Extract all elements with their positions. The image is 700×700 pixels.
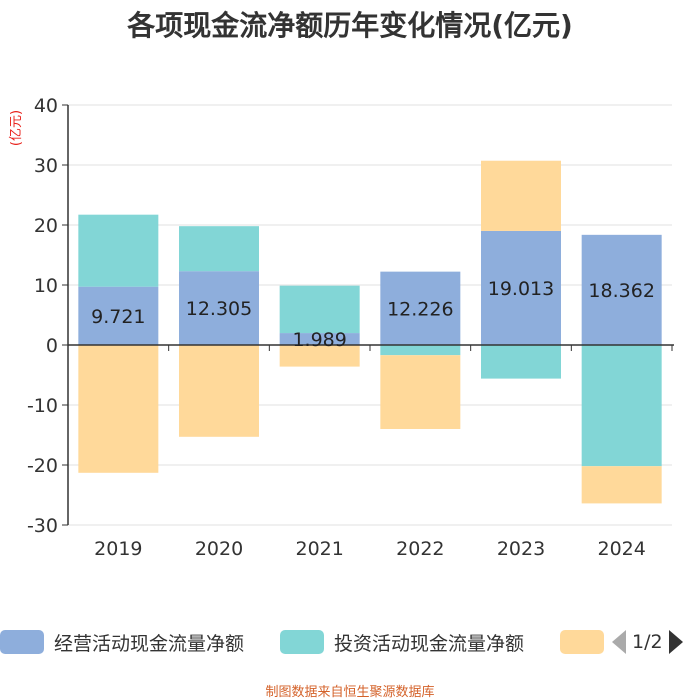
legend-item-investing[interactable]: 投资活动现金流量净额 [280,626,524,658]
bar-2023-series-2[interactable] [481,160,561,231]
pager-prev-icon[interactable] [612,630,626,654]
bar-2019-series-1[interactable] [78,214,159,287]
data-label-2020: 12.305 [186,298,252,320]
bar-2024-series-0[interactable] [581,234,662,345]
data-label-2023: 19.013 [488,278,554,300]
legend-swatch-investing [280,630,324,654]
legend-item-operating[interactable]: 经营活动现金流量净额 [0,626,244,658]
legend-label-investing: 投资活动现金流量净额 [334,632,525,655]
chart-title: 各项现金流净额历年变化情况(亿元) [127,9,573,42]
legend-label-operating: 经营活动现金流量净额 [54,632,245,655]
legend-item-financing[interactable] [560,626,614,658]
x-tick-label-2020: 2020 [195,538,243,560]
y-tick-label: 40 [34,95,58,117]
y-tick-label: -10 [27,395,58,417]
legend: 经营活动现金流量净额 投资活动现金流量净额 1/2 [0,626,700,658]
bar-2020-series-2[interactable] [179,345,259,437]
chart-area: (亿元) -30 -20 -10 0 10 20 30 40 2019 2020 2021 2022 2… [9,95,674,560]
pager-text: 1/2 [632,631,663,653]
bar-2024-series-2[interactable] [581,466,662,504]
y-tick-label: -20 [27,455,58,477]
x-tick-label-2021: 2021 [295,538,343,560]
pager-next-icon[interactable] [668,630,683,654]
bar-2019-series-0[interactable] [78,286,159,345]
bar-2020-series-1[interactable] [179,226,259,272]
y-tick-label: 10 [34,275,58,297]
bar-2022-series-1[interactable] [380,345,461,356]
bar-2021-series-1[interactable] [279,285,360,334]
y-tick-label: 20 [34,215,58,237]
x-tick-label-2024: 2024 [597,538,645,560]
legend-pager: 1/2 [612,626,683,658]
y-tick-label: 30 [34,155,58,177]
bar-2022-series-0[interactable] [380,271,461,345]
bar-2023-series-1[interactable] [481,345,561,379]
bar-2023-series-0[interactable] [481,230,561,345]
bar-2021-series-2[interactable] [279,345,360,367]
data-label-2019: 9.721 [91,306,145,328]
bar-2022-series-2[interactable] [380,355,461,429]
x-tick-label-2023: 2023 [497,538,545,560]
bar-2019-series-2[interactable] [78,345,159,473]
source-note: 制图数据来自恒生聚源数据库 [265,685,435,700]
y-tick-label: -30 [27,515,58,537]
bar-2021-series-0[interactable] [279,333,360,345]
bar-2020-series-0[interactable] [179,271,259,345]
legend-swatch-financing [560,630,604,654]
data-label-2022: 12.226 [387,298,453,320]
data-label-2024: 18.362 [588,280,654,302]
x-tick-label-2022: 2022 [396,538,444,560]
y-axis-unit-label: (亿元) [9,110,24,146]
bar-2024-series-1[interactable] [581,345,662,467]
x-tick-label-2019: 2019 [94,538,142,560]
data-label-2021: 1.989 [292,329,346,351]
legend-swatch-operating [0,630,44,654]
y-tick-label: 0 [46,335,58,357]
